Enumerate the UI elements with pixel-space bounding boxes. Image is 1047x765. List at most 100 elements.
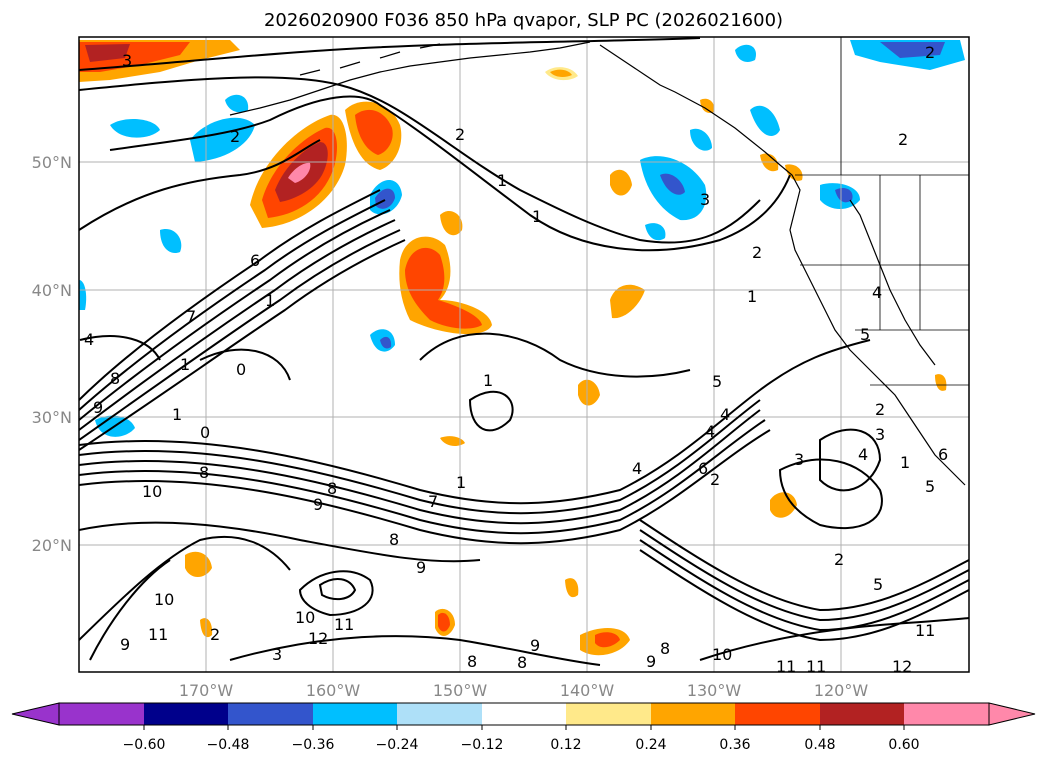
lon-label: 120°W: [814, 681, 869, 700]
latitude-labels: 50°N 40°N 30°N 20°N: [32, 153, 72, 555]
graticule: [79, 37, 969, 672]
map-frame: [78, 36, 970, 673]
colorbar-bin: [59, 703, 144, 725]
contour-label: 11: [776, 657, 796, 676]
contour-label: 11: [148, 625, 168, 644]
colorbar-bin: [144, 703, 228, 725]
colorbar-tick-label: −0.24: [376, 737, 419, 753]
contour-label: 0: [200, 423, 210, 442]
colorbar-tick-label: −0.12: [461, 737, 504, 753]
colorbar-bin: [482, 703, 566, 725]
contour-label: 10: [295, 608, 315, 627]
colorbar-right-extension: [988, 702, 1036, 726]
contour-label: 2: [925, 43, 935, 62]
contour-label: 2: [455, 125, 465, 144]
borders: [795, 37, 969, 386]
colorbar-tick-label: −0.36: [292, 737, 335, 753]
contour-label: 0: [236, 360, 246, 379]
coastlines: [229, 41, 966, 486]
contour-label: 3: [875, 425, 885, 444]
lat-label: 40°N: [32, 281, 72, 300]
contour-label: 11: [915, 621, 935, 640]
contour-label: 8: [467, 652, 477, 671]
contour-label: 4: [705, 422, 715, 441]
contour-labels: 3 2 2 2 1 1 1 6 7 8 9 1 0 1 0 4 8 10 9 8…: [84, 43, 948, 676]
contour-label: 11: [806, 657, 826, 676]
contour-label: 2: [898, 130, 908, 149]
contour-label: 5: [925, 477, 935, 496]
lon-label: 170°W: [179, 681, 234, 700]
colorbar-bin: [228, 703, 313, 725]
colorbar-bin: [397, 703, 482, 725]
contour-label: 10: [154, 590, 174, 609]
contour-label: 3: [794, 450, 804, 469]
contour-label: 6: [698, 459, 708, 478]
colorbar-bin: [566, 703, 651, 725]
contour-label: 9: [313, 495, 323, 514]
contour-label: 10: [142, 482, 162, 501]
contour-label: 3: [122, 51, 132, 70]
contour-label: 12: [892, 657, 912, 676]
map-title: 2026020900 F036 850 hPa qvapor, SLP PC (…: [263, 10, 784, 31]
colorbar: −0.60 −0.48 −0.36 −0.24 −0.12 0.12 0.24 …: [11, 702, 1036, 753]
contour-label: 2: [710, 470, 720, 489]
contour-label: 8: [389, 530, 399, 549]
contour-label: 9: [646, 652, 656, 671]
contour-label: 1: [265, 291, 275, 310]
lon-label: 140°W: [560, 681, 615, 700]
colorbar-bin: [904, 703, 989, 725]
colorbar-tick-label: 0.36: [719, 737, 750, 753]
colorbar-tick-label: 0.12: [550, 737, 581, 753]
contour-label: 2: [230, 127, 240, 146]
contour-label: 1: [456, 473, 466, 492]
contour-label: 1: [172, 405, 182, 424]
contour-label: 3: [272, 645, 282, 664]
lon-label: 150°W: [433, 681, 488, 700]
contour-label: 8: [327, 479, 337, 498]
colorbar-bin: [651, 703, 735, 725]
contour-label: 2: [752, 243, 762, 262]
contour-label: 1: [532, 207, 542, 226]
colorbar-bin: [735, 703, 820, 725]
contour-label: 5: [860, 325, 870, 344]
colorbar-bin: [820, 703, 904, 725]
colorbar-bin: [313, 703, 397, 725]
colorbar-tick-label: −0.60: [123, 737, 166, 753]
contour-label: 5: [712, 372, 722, 391]
lon-label: 130°W: [687, 681, 742, 700]
contour-label: 8: [110, 369, 120, 388]
contour-label: 2: [875, 400, 885, 419]
contour-label: 4: [84, 330, 94, 349]
contour-label: 4: [720, 405, 730, 424]
contour-label: 4: [872, 283, 882, 302]
lon-label: 160°W: [306, 681, 361, 700]
contour-label: 9: [93, 398, 103, 417]
colorbar-tick-label: 0.60: [888, 737, 919, 753]
lat-label: 50°N: [32, 153, 72, 172]
colorbar-left-extension: [11, 702, 60, 726]
contour-label: 4: [858, 445, 868, 464]
contour-label: 8: [199, 463, 209, 482]
lat-label: 30°N: [32, 408, 72, 427]
colorbar-tick-label: 0.24: [635, 737, 666, 753]
contour-label: 8: [517, 653, 527, 672]
contour-label: 6: [250, 251, 260, 270]
contour-label: 10: [712, 645, 732, 664]
contour-label: 8: [660, 639, 670, 658]
contour-label: 2: [834, 550, 844, 569]
contour-label: 12: [308, 629, 328, 648]
contour-label: 7: [428, 492, 438, 511]
contour-label: 5: [873, 575, 883, 594]
contour-label: 4: [632, 459, 642, 478]
contour-label: 9: [120, 635, 130, 654]
contour-label: 11: [334, 615, 354, 634]
contour-label: 2: [210, 625, 220, 644]
colorbar-tick-label: −0.48: [207, 737, 250, 753]
slp-contours: [79, 37, 969, 666]
contour-label: 6: [938, 445, 948, 464]
contour-label: 7: [186, 307, 196, 326]
longitude-labels: 170°W 160°W 150°W 140°W 130°W 120°W: [179, 681, 869, 700]
contour-label: 1: [747, 287, 757, 306]
contour-label: 1: [180, 355, 190, 374]
